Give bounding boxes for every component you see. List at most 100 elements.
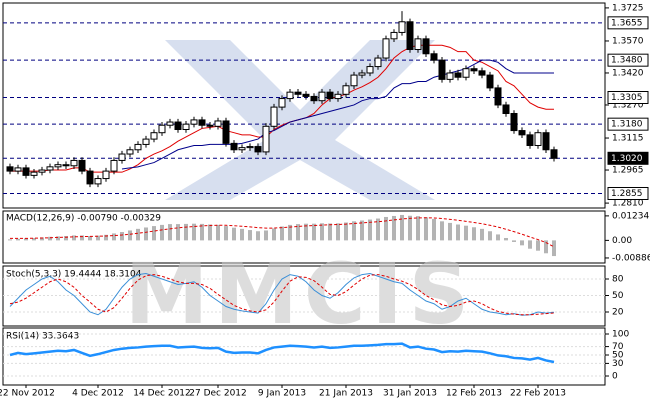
macd-bar — [456, 224, 460, 241]
macd-bar — [112, 233, 116, 241]
candle-body — [142, 138, 150, 145]
macd-bar — [24, 238, 28, 241]
candle-body — [198, 119, 206, 126]
candle-body — [294, 91, 302, 95]
macd-bar — [120, 232, 124, 241]
y-tick-label: 1.3725 — [612, 3, 644, 13]
candle-body — [486, 74, 494, 89]
macd-bar — [512, 240, 516, 242]
y-tick-label: 100 — [612, 330, 629, 340]
macd-bar — [208, 224, 212, 241]
candle-body — [550, 149, 558, 159]
candle-body — [54, 164, 62, 168]
candle-body — [134, 143, 142, 151]
candle-body — [446, 72, 454, 80]
x-tick-label: 22 Nov 2012 — [0, 389, 55, 399]
y-tick-label: 0 — [612, 372, 618, 382]
candle-body — [414, 38, 422, 51]
macd-bar — [432, 218, 436, 241]
candle-body — [310, 95, 318, 102]
panel-title: MACD(12,26,9) -0.00790 -0.00329 — [6, 214, 161, 224]
candle-body — [318, 91, 326, 102]
candle-body — [254, 146, 262, 153]
macd-bar — [144, 227, 148, 241]
logo — [165, 40, 435, 200]
candle-body — [246, 146, 254, 149]
candle-body — [14, 167, 22, 172]
y-tick-label: 1.3270 — [612, 100, 644, 110]
candle-body — [46, 166, 54, 171]
macd-bar — [288, 224, 292, 241]
candle-body — [126, 149, 134, 155]
candle-body — [166, 121, 174, 126]
level-label: 1.3655 — [611, 18, 643, 28]
candle-body — [326, 91, 334, 100]
x-tick-label: 22 Feb 2013 — [510, 389, 566, 399]
candle-body — [422, 38, 430, 55]
line-series — [10, 44, 554, 173]
y-tick-label: 1.3420 — [612, 68, 644, 78]
y-tick-label: 30 — [612, 359, 624, 369]
x-tick-label: 12 Feb 2013 — [446, 389, 502, 399]
candle-body — [526, 134, 534, 146]
macd-bar — [160, 224, 164, 241]
candle-body — [462, 68, 470, 78]
macd-bar — [272, 228, 276, 241]
macd-bar — [528, 240, 532, 249]
candle-body — [102, 170, 110, 180]
candle-body — [22, 167, 30, 176]
candle-body — [358, 72, 366, 76]
macd-bar — [400, 214, 404, 241]
candle-body — [222, 120, 230, 144]
macd-bar — [256, 231, 260, 241]
candle-body — [374, 57, 382, 68]
macd-bar — [232, 227, 236, 241]
macd-bar — [552, 240, 556, 257]
y-tick-label: 1.2810 — [612, 199, 644, 209]
candle-body — [78, 159, 86, 172]
candle-body — [454, 72, 462, 78]
macd-bar — [376, 218, 380, 241]
panel-title: Stoch(5,3,3) 19.4444 18.3104 — [6, 270, 142, 280]
candle-body — [302, 93, 310, 97]
candle-body — [502, 104, 510, 114]
macd-bar — [192, 223, 196, 241]
line-series — [121, 59, 554, 170]
candle-body — [206, 124, 214, 127]
y-tick-label: 1.3115 — [612, 134, 644, 144]
macd-bar — [504, 237, 508, 241]
macd-bar — [296, 224, 300, 241]
macd-bar — [368, 219, 372, 241]
macd-bar — [328, 223, 332, 241]
line-series — [9, 274, 555, 316]
candle-body — [510, 112, 518, 132]
watermark: MMCIS — [125, 245, 476, 343]
macd-bar — [392, 215, 396, 241]
macd-bar — [440, 221, 444, 241]
candle-body — [38, 169, 46, 173]
candle-body — [518, 130, 526, 136]
level-label: 1.3480 — [611, 56, 643, 66]
candle-body — [62, 164, 70, 167]
x-tick-label: 14 Dec 2012 — [133, 389, 191, 399]
level-box — [607, 53, 649, 67]
macd-bar — [336, 223, 340, 241]
level-box — [607, 16, 649, 30]
macd-bar — [248, 230, 252, 241]
candle-body — [262, 125, 270, 153]
x-tick-label: 4 Dec 2012 — [72, 389, 124, 399]
level-box — [607, 117, 649, 131]
panel-title: RSI(14) 33.3643 — [6, 332, 79, 342]
macd-bar — [312, 223, 316, 241]
macd-bar — [424, 217, 428, 241]
macd-bar — [280, 226, 284, 241]
macd-bar — [200, 223, 204, 241]
candle-body — [118, 153, 126, 161]
macd-bar — [224, 226, 228, 241]
x-tick-label: 21 Jan 2013 — [319, 389, 373, 399]
candle-body — [342, 85, 350, 95]
candle-body — [70, 159, 78, 167]
candle-body — [278, 98, 286, 108]
macd-bar — [216, 224, 220, 241]
